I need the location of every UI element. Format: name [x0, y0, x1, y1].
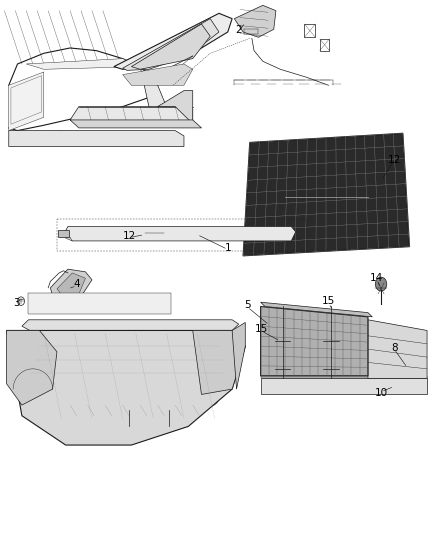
Polygon shape	[50, 269, 92, 301]
Circle shape	[274, 382, 282, 391]
Polygon shape	[7, 330, 245, 445]
Circle shape	[375, 277, 387, 291]
Polygon shape	[64, 227, 296, 241]
Circle shape	[43, 383, 62, 406]
Circle shape	[56, 281, 65, 292]
Circle shape	[97, 409, 113, 428]
Polygon shape	[140, 67, 166, 112]
Polygon shape	[64, 235, 72, 241]
Bar	[126, 422, 133, 429]
Polygon shape	[158, 91, 193, 124]
Circle shape	[101, 413, 110, 424]
Polygon shape	[58, 230, 69, 237]
Polygon shape	[123, 19, 219, 70]
Text: 12: 12	[123, 231, 136, 240]
Polygon shape	[261, 376, 427, 378]
Circle shape	[201, 383, 220, 406]
Text: 1: 1	[224, 243, 231, 253]
Text: 14: 14	[370, 273, 383, 283]
Circle shape	[351, 382, 359, 391]
Circle shape	[414, 382, 422, 391]
Polygon shape	[26, 59, 140, 69]
Polygon shape	[70, 107, 193, 124]
Polygon shape	[114, 13, 232, 69]
Circle shape	[18, 297, 25, 305]
Polygon shape	[261, 306, 368, 376]
Text: 3: 3	[13, 298, 20, 308]
Polygon shape	[70, 120, 201, 128]
Text: 8: 8	[391, 343, 398, 352]
Bar	[165, 422, 172, 429]
Text: 5: 5	[244, 300, 251, 310]
Circle shape	[388, 382, 396, 391]
Text: 2: 2	[235, 25, 242, 35]
Text: 12: 12	[388, 155, 401, 165]
Circle shape	[141, 409, 157, 428]
Polygon shape	[28, 293, 171, 314]
Polygon shape	[22, 320, 239, 330]
Polygon shape	[368, 320, 427, 378]
Polygon shape	[57, 273, 85, 300]
Polygon shape	[193, 330, 245, 394]
Bar	[320, 39, 329, 51]
Polygon shape	[261, 302, 372, 317]
Polygon shape	[131, 24, 210, 69]
Polygon shape	[234, 5, 276, 37]
Text: 15: 15	[255, 324, 268, 334]
Polygon shape	[9, 72, 44, 131]
Polygon shape	[9, 131, 184, 147]
Polygon shape	[232, 322, 245, 389]
Polygon shape	[7, 330, 57, 405]
Circle shape	[311, 382, 319, 391]
Bar	[304, 24, 315, 37]
Text: 10: 10	[374, 389, 388, 398]
Text: 15: 15	[322, 296, 335, 306]
Circle shape	[145, 413, 153, 424]
Polygon shape	[243, 133, 410, 256]
Polygon shape	[261, 378, 427, 394]
Polygon shape	[123, 64, 193, 85]
Text: 4: 4	[73, 279, 80, 288]
